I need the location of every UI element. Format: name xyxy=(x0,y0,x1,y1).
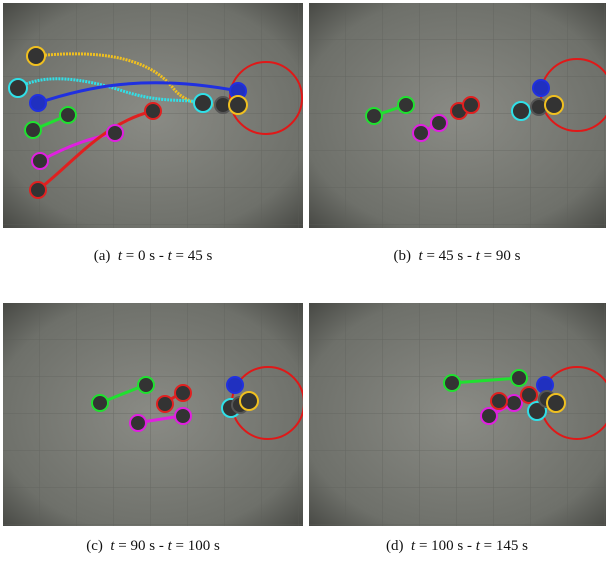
caption-text: t = 90 s - t = 100 s xyxy=(110,538,219,554)
photo-c xyxy=(3,303,303,526)
caption-text: t = 100 s - t = 145 s xyxy=(411,538,528,554)
photo-b xyxy=(309,3,606,228)
caption-label: (d) xyxy=(386,538,404,554)
caption: (c) t = 90 s - t = 100 s xyxy=(3,538,303,555)
caption-label: (c) xyxy=(86,538,103,554)
caption: (d) t = 100 s - t = 145 s xyxy=(307,538,606,555)
caption-text: t = 45 s - t = 90 s xyxy=(419,248,521,264)
caption-label: (b) xyxy=(394,248,412,264)
caption: (b) t = 45 s - t = 90 s xyxy=(307,248,606,265)
caption-text: t = 0 s - t = 45 s xyxy=(118,248,212,264)
photo-d xyxy=(309,303,606,526)
figure: (a) t = 0 s - t = 45 s (b) t = 45 s - t … xyxy=(0,0,606,565)
caption: (a) t = 0 s - t = 45 s xyxy=(3,248,303,265)
photo-a xyxy=(3,3,303,228)
caption-label: (a) xyxy=(94,248,111,264)
